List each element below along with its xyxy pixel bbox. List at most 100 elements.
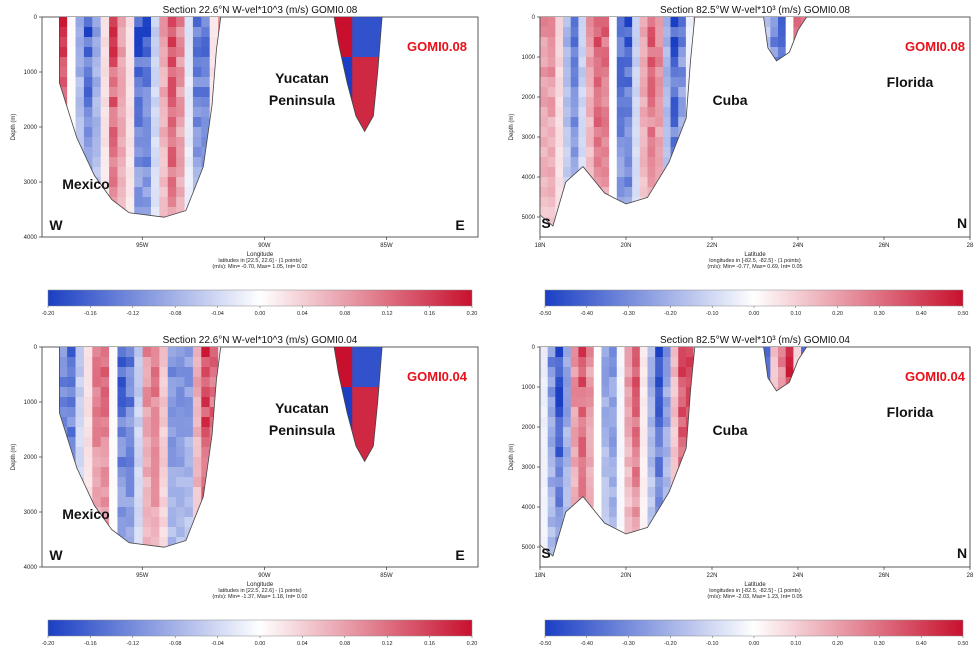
velocity-cell (59, 87, 68, 98)
velocity-cell (117, 47, 127, 58)
velocity-cell (555, 517, 564, 528)
velocity-cell (670, 417, 679, 428)
velocity-cell (540, 407, 549, 418)
velocity-cell (570, 357, 579, 368)
velocity-cell (142, 87, 152, 98)
velocity-cell (117, 357, 127, 368)
velocity-cell (624, 187, 633, 198)
velocity-cell (586, 127, 595, 138)
velocity-cell (142, 137, 152, 148)
velocity-cell (125, 107, 135, 118)
velocity-cell (92, 467, 102, 478)
velocity-cell (555, 187, 564, 198)
velocity-cell (662, 57, 672, 68)
velocity-cell (184, 87, 194, 98)
velocity-cell (335, 17, 345, 28)
velocity-cell (547, 127, 556, 138)
y-axis-label: Depth (m) (509, 114, 515, 141)
y-tick-label: 4000 (24, 235, 38, 241)
velocity-cell (616, 187, 626, 198)
velocity-cell (201, 427, 211, 438)
y-tick-label: 4000 (522, 505, 536, 511)
velocity-cell (670, 17, 679, 28)
velocity-cell (209, 67, 219, 78)
velocity-cell (678, 87, 687, 98)
velocity-cell (601, 147, 610, 158)
velocity-cell (83, 107, 93, 118)
velocity-cell (209, 27, 219, 38)
velocity-cell (100, 377, 110, 388)
footer-line: latitudes in [22.5, 22.6] - (1 points) (218, 588, 301, 594)
velocity-cell (578, 137, 587, 148)
velocity-cell (151, 467, 160, 478)
velocity-cell (632, 477, 641, 488)
velocity-cell (159, 117, 169, 128)
colorbar-tick-label: 0.12 (382, 311, 393, 317)
velocity-cell (555, 47, 564, 58)
velocity-cell (609, 437, 618, 448)
velocity-cell (159, 527, 169, 538)
velocity-cell (125, 187, 135, 198)
velocity-cell (67, 47, 77, 58)
velocity-cell (67, 17, 77, 28)
bathymetry-line (539, 16, 696, 227)
velocity-cell (192, 27, 202, 38)
velocity-cell (593, 157, 603, 168)
velocity-cell (159, 387, 169, 398)
velocity-cell (609, 147, 618, 158)
velocity-cell (59, 407, 68, 418)
velocity-cell (125, 97, 135, 108)
velocity-cell (540, 137, 549, 148)
velocity-cell (655, 57, 664, 68)
velocity-cell (176, 57, 186, 68)
velocity-cell (678, 357, 687, 368)
velocity-cell (555, 377, 564, 388)
velocity-cell (184, 417, 194, 428)
velocity-cell (176, 467, 186, 478)
y-tick-label: 5000 (522, 545, 536, 551)
velocity-cell (547, 77, 556, 88)
velocity-cell (159, 497, 169, 508)
velocity-cell (678, 57, 687, 68)
velocity-cell (778, 47, 787, 58)
velocity-cell (167, 417, 177, 428)
velocity-cell (785, 37, 794, 48)
velocity-cell (201, 127, 211, 138)
velocity-cell (547, 207, 556, 218)
velocity-cell (593, 117, 603, 128)
velocity-cell (109, 507, 119, 518)
velocity-cell (192, 127, 202, 138)
velocity-cell (142, 357, 152, 368)
velocity-cell (151, 97, 160, 108)
velocity-cell (547, 147, 556, 158)
velocity-cell (578, 97, 587, 108)
velocity-cell (670, 57, 679, 68)
velocity-cell (578, 127, 587, 138)
velocity-cell (616, 147, 626, 158)
velocity-cell (632, 417, 641, 428)
velocity-cell (609, 97, 618, 108)
velocity-cell (616, 167, 626, 178)
velocity-cell (134, 507, 144, 518)
velocity-cell (83, 407, 93, 418)
velocity-cell (125, 527, 135, 538)
velocity-cell (593, 47, 603, 58)
velocity-cell (624, 437, 633, 448)
velocity-cell (125, 397, 135, 408)
velocity-cell (655, 67, 664, 78)
velocity-cell (593, 107, 603, 118)
velocity-cell (151, 477, 160, 488)
velocity-cell (92, 87, 102, 98)
model-label: GOMI0.08 (905, 39, 965, 54)
velocity-cell (655, 477, 664, 488)
velocity-cell (134, 387, 144, 398)
velocity-cell (662, 397, 672, 408)
velocity-cell (92, 397, 102, 408)
velocity-cell (670, 367, 679, 378)
section-chart: Section 22.6°N W-vel*10^3 (m/s) GOMI0.08… (11, 5, 479, 317)
section-panel: Section 82.5°W W-vel*10³ (m/s) GOMI0.08 0… (488, 0, 976, 335)
velocity-cell (343, 57, 353, 68)
velocity-cell (151, 397, 160, 408)
velocity-cell (563, 357, 572, 368)
velocity-cell (134, 97, 144, 108)
